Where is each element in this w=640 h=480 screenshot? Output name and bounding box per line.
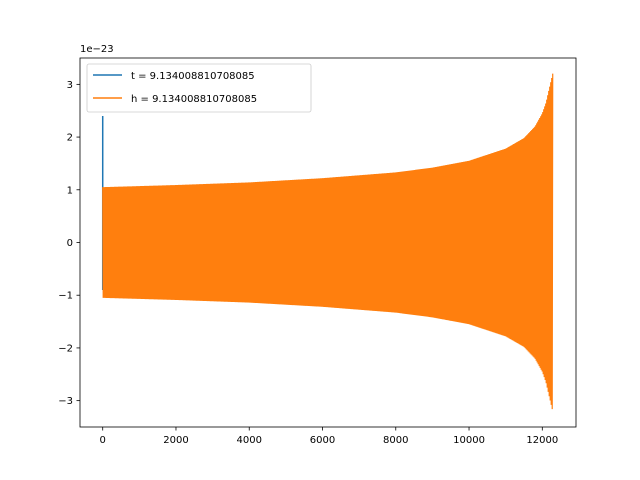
legend: t = 9.134008810708085 h = 9.134008810708…	[86, 63, 312, 113]
y-axis: −3 −2 −1 0 1 2 3	[58, 80, 80, 407]
y-tick-label: −3	[58, 396, 73, 407]
y-offset-label: 1e−23	[80, 44, 114, 55]
x-axis: 0 2000 4000 6000 8000 10000 12000	[100, 427, 558, 446]
x-tick-label: 10000	[453, 435, 485, 446]
x-tick-label: 12000	[526, 435, 558, 446]
x-tick-label: 6000	[310, 435, 335, 446]
x-tick-label: 8000	[383, 435, 408, 446]
x-tick-label: 0	[100, 435, 106, 446]
y-tick-label: 0	[67, 238, 73, 249]
x-tick-label: 2000	[163, 435, 188, 446]
legend-label-t: t = 9.134008810708085	[131, 71, 255, 82]
series-h-line	[102, 73, 554, 410]
x-tick-label: 4000	[237, 435, 262, 446]
series-layer	[101, 73, 554, 410]
y-tick-label: −2	[58, 343, 73, 354]
y-tick-label: 3	[67, 80, 73, 91]
y-tick-label: 2	[67, 133, 73, 144]
legend-box	[86, 63, 312, 113]
y-tick-label: 1	[67, 185, 73, 196]
legend-label-h: h = 9.134008810708085	[131, 94, 257, 105]
y-tick-label: −1	[58, 291, 73, 302]
